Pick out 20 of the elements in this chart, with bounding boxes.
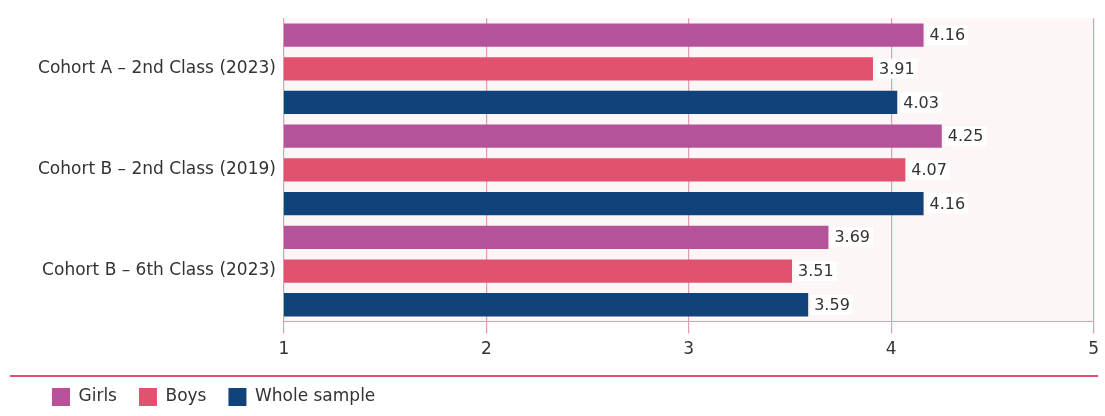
data-label: 4.25 [947, 126, 984, 146]
x-tick-label: 5 [1088, 338, 1100, 359]
legend-label: Boys [165, 385, 207, 406]
x-tick-label: 3 [683, 338, 695, 359]
y-tick-label: Cohort B – 2nd Class (2019) [38, 158, 276, 179]
y-tick-label: Cohort B – 6th Class (2023) [42, 259, 276, 280]
x-tick-label: 1 [278, 338, 290, 359]
data-label: 4.16 [929, 193, 966, 213]
data-label: 3.51 [797, 261, 834, 281]
data-label: 3.91 [878, 58, 915, 78]
data-label: 4.07 [911, 160, 947, 180]
data-label: 4.03 [903, 92, 939, 112]
x-tick-label: 2 [480, 338, 492, 359]
y-tick-label: Cohort A – 2nd Class (2023) [38, 57, 276, 78]
data-label: 3.59 [814, 294, 850, 314]
data-label: 3.69 [834, 227, 871, 247]
x-tick-label: 4 [885, 338, 897, 359]
legend-label: Whole sample [254, 385, 376, 406]
legend-label: Girls [78, 385, 118, 406]
data-label: 4.16 [929, 25, 966, 45]
